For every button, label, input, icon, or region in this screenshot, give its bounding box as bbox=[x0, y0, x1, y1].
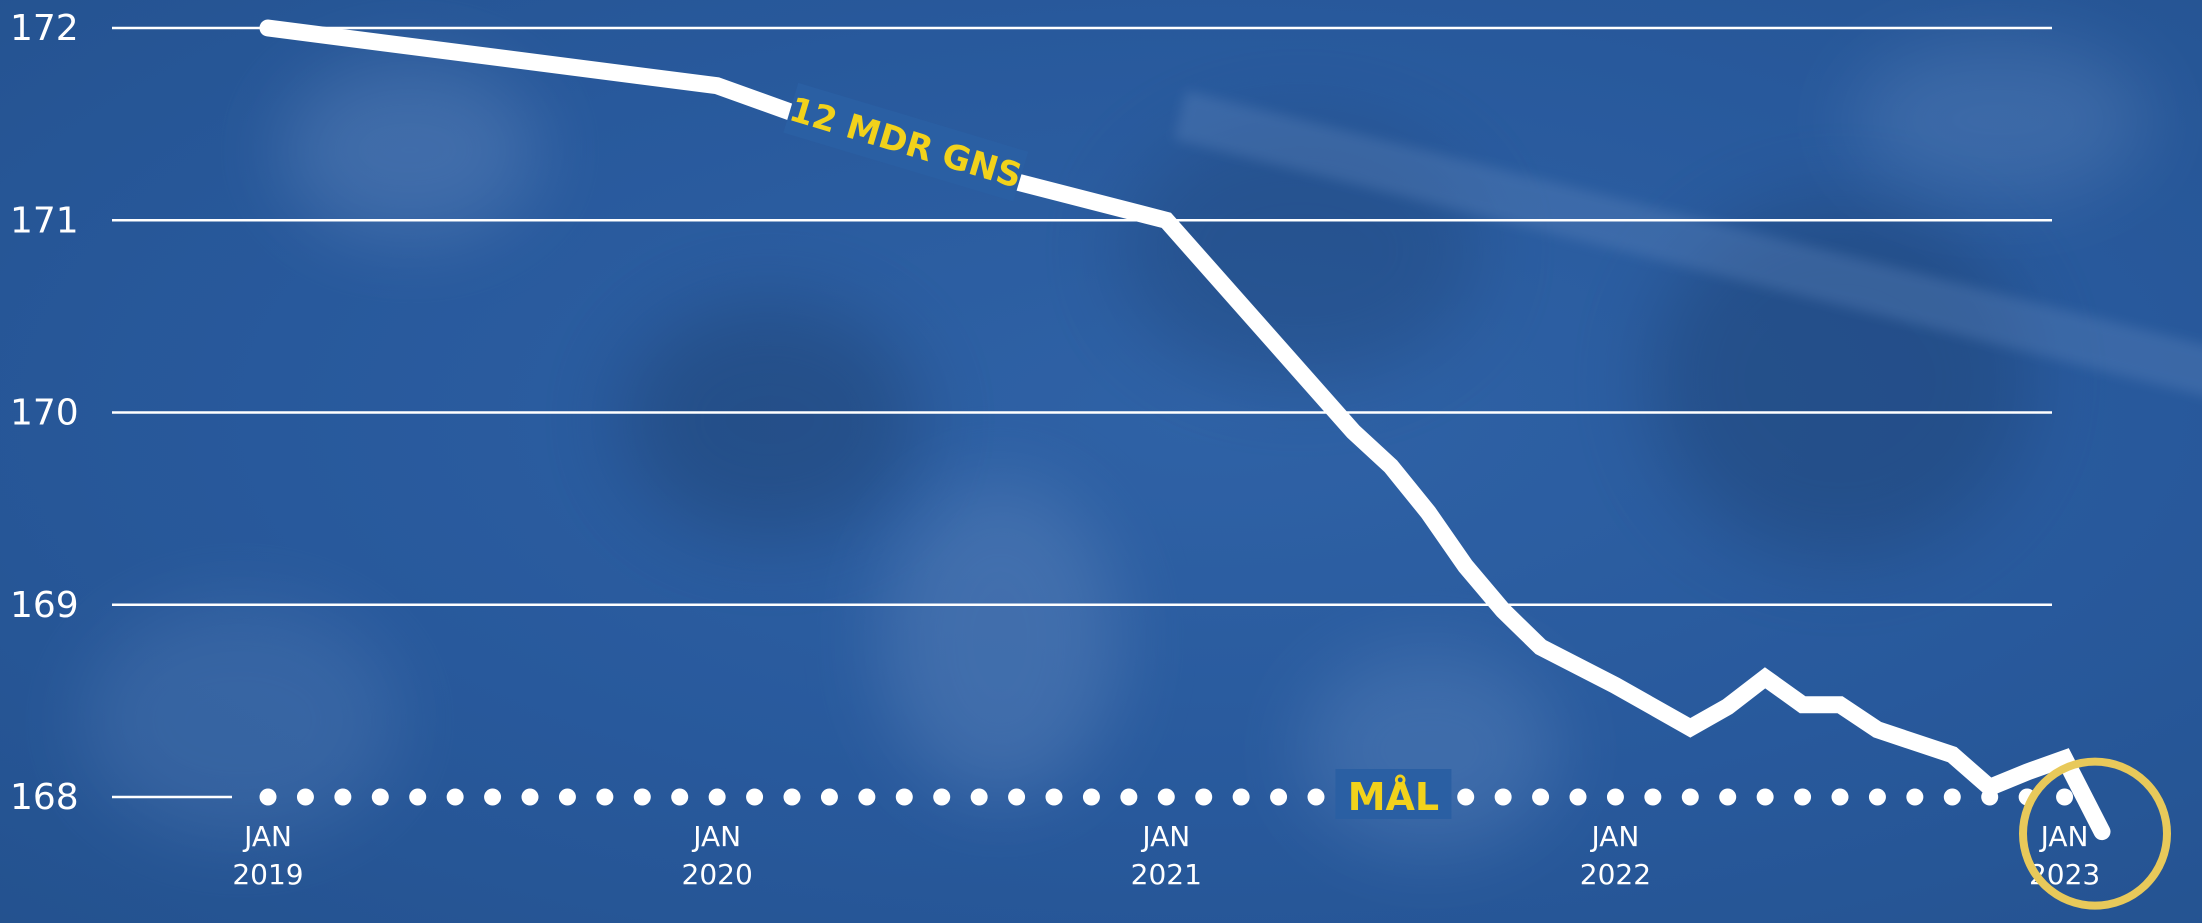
series-labels: MÅL 12 MDR GNS bbox=[783, 82, 1452, 819]
target-dot bbox=[1307, 788, 1325, 806]
target-dot bbox=[746, 788, 764, 806]
latest-value-ring bbox=[2019, 757, 2171, 910]
target-dot bbox=[1794, 788, 1812, 806]
series-line bbox=[259, 19, 2111, 841]
x-tick-month: JAN bbox=[1140, 820, 1190, 853]
target-dot bbox=[259, 788, 277, 806]
y-tick-label: 170 bbox=[10, 393, 79, 434]
y-tick-label: 172 bbox=[10, 8, 79, 49]
target-dot bbox=[1943, 788, 1961, 806]
target-dot bbox=[1120, 788, 1138, 806]
x-tick-month: JAN bbox=[2039, 820, 2089, 853]
y-axis: 168 169 170 171 172 bbox=[10, 8, 79, 818]
target-dot bbox=[1232, 788, 1250, 806]
y-tick-label: 171 bbox=[10, 200, 79, 241]
x-tick-month: JAN bbox=[691, 820, 741, 853]
target-dot bbox=[1868, 788, 1886, 806]
target-dot bbox=[296, 788, 314, 806]
target-dot bbox=[1756, 788, 1774, 806]
target-dot bbox=[446, 788, 464, 806]
target-series bbox=[259, 788, 2074, 806]
y-tick-label: 168 bbox=[10, 777, 79, 818]
target-dot bbox=[1270, 788, 1288, 806]
target-dot bbox=[596, 788, 614, 806]
target-dot bbox=[1008, 788, 1026, 806]
target-dot bbox=[2056, 788, 2074, 806]
target-dot bbox=[858, 788, 876, 806]
x-tick-year: 2020 bbox=[682, 858, 753, 891]
x-tick-year: 2022 bbox=[1580, 858, 1651, 891]
target-dot bbox=[1719, 788, 1737, 806]
target-dot bbox=[1831, 788, 1849, 806]
target-dot bbox=[1644, 788, 1662, 806]
target-dot bbox=[484, 788, 502, 806]
target-dot bbox=[1494, 788, 1512, 806]
x-tick-year: 2019 bbox=[232, 858, 303, 891]
target-dot bbox=[708, 788, 726, 806]
target-dot bbox=[1606, 788, 1624, 806]
target-label-box bbox=[1335, 769, 1452, 819]
target-dot bbox=[521, 788, 539, 806]
target-dot bbox=[409, 788, 427, 806]
target-dot bbox=[1157, 788, 1175, 806]
series-label-box bbox=[783, 82, 1029, 202]
target-dot bbox=[1532, 788, 1550, 806]
target-dot bbox=[1457, 788, 1475, 806]
target-dot bbox=[895, 788, 913, 806]
average-series bbox=[259, 19, 2111, 841]
x-tick-month: JAN bbox=[242, 820, 292, 853]
target-dot bbox=[671, 788, 689, 806]
target-label: MÅL bbox=[1348, 775, 1439, 819]
target-dot bbox=[1195, 788, 1213, 806]
target-dot bbox=[820, 788, 838, 806]
target-dot bbox=[970, 788, 988, 806]
x-tick-year: 2021 bbox=[1131, 858, 1202, 891]
target-dot bbox=[1681, 788, 1699, 806]
highlight-ring bbox=[2019, 757, 2171, 910]
target-dot bbox=[933, 788, 951, 806]
gridlines bbox=[112, 26, 2052, 799]
target-dot bbox=[1569, 788, 1587, 806]
x-tick-month: JAN bbox=[1589, 820, 1639, 853]
target-dot bbox=[1045, 788, 1063, 806]
y-tick-label: 169 bbox=[10, 585, 79, 626]
target-dot bbox=[1082, 788, 1100, 806]
target-dot bbox=[558, 788, 576, 806]
target-dot bbox=[633, 788, 651, 806]
target-dot bbox=[1906, 788, 1924, 806]
series-label-group: 12 MDR GNS bbox=[783, 82, 1029, 202]
target-dot bbox=[334, 788, 352, 806]
target-dot bbox=[371, 788, 389, 806]
target-dot bbox=[783, 788, 801, 806]
